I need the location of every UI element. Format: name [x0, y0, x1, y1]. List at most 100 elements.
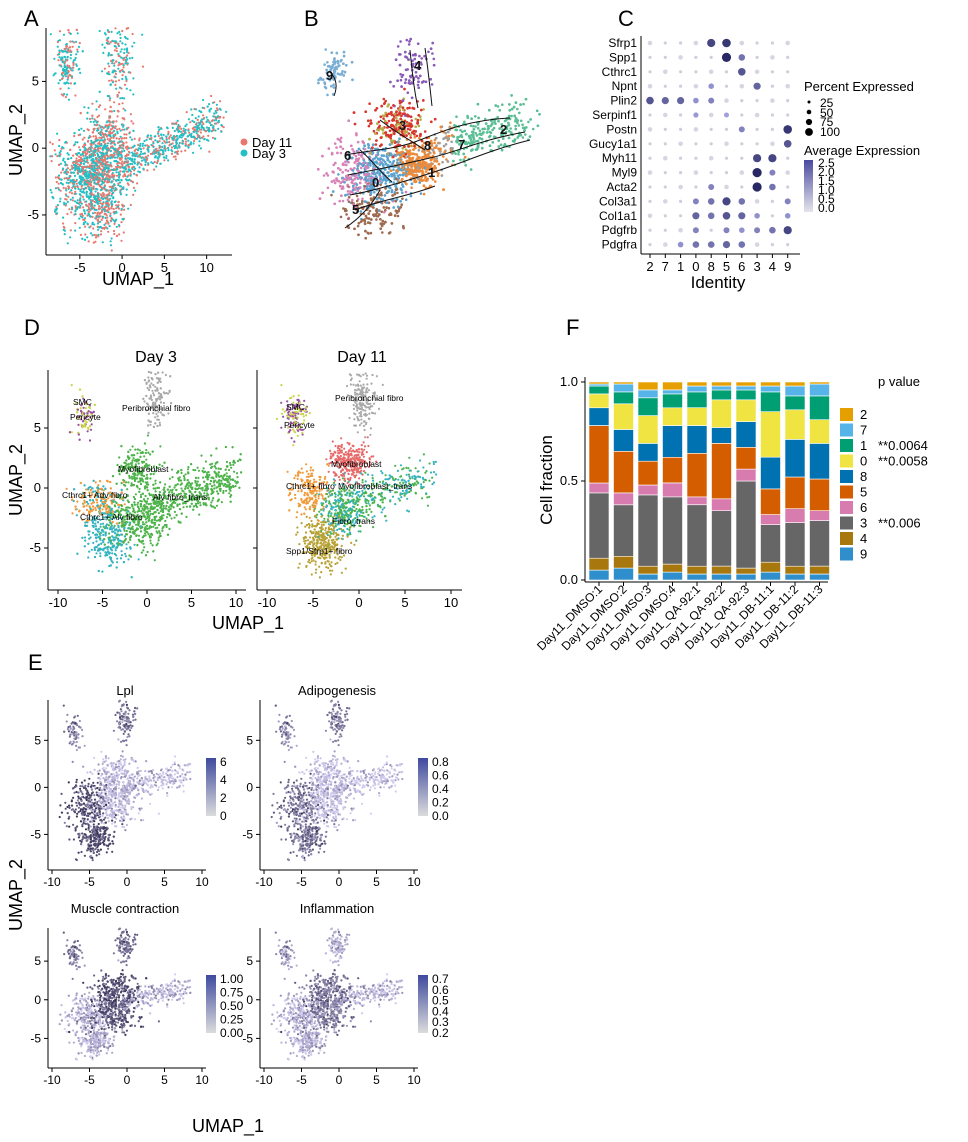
umap-point — [129, 162, 132, 166]
umap-point — [57, 177, 61, 180]
umap-point — [196, 118, 199, 121]
umap-point — [75, 40, 78, 43]
umap-point — [66, 167, 69, 170]
umap-point — [92, 241, 95, 244]
umap-point — [398, 63, 402, 67]
umap-point — [408, 168, 412, 172]
umap-point — [89, 120, 92, 123]
umap-point — [170, 152, 174, 155]
umap-point — [351, 148, 354, 151]
umap-point — [433, 117, 437, 121]
umap-point — [121, 74, 124, 77]
umap-point — [92, 158, 95, 161]
umap-point — [455, 115, 458, 118]
umap-point — [215, 116, 218, 119]
umap-point — [375, 214, 378, 218]
umap-point — [74, 192, 77, 195]
umap-point — [392, 181, 396, 184]
umap-point — [401, 197, 404, 200]
umap-point — [114, 150, 117, 153]
umap-point — [108, 139, 111, 142]
umap-point — [160, 127, 163, 130]
umap-point — [114, 72, 117, 76]
umap-point — [128, 157, 131, 160]
umap-point — [69, 198, 72, 201]
umap-point — [123, 83, 127, 86]
umap-point — [461, 130, 464, 134]
umap-point — [103, 139, 106, 142]
umap-point — [326, 93, 329, 97]
umap-point — [64, 96, 67, 99]
umap-point — [357, 233, 360, 237]
umap-point — [119, 36, 122, 40]
umap-point — [121, 147, 124, 150]
umap-point — [394, 154, 398, 157]
umap-point — [109, 157, 112, 160]
umap-point — [95, 163, 98, 166]
umap-point — [371, 146, 374, 149]
umap-point — [333, 67, 337, 70]
umap-point — [527, 120, 530, 124]
umap-point — [132, 77, 135, 80]
umap-point — [171, 122, 174, 125]
umap-point — [64, 56, 67, 59]
umap-point — [404, 190, 408, 194]
umap-point — [396, 79, 399, 82]
umap-point — [124, 75, 127, 78]
umap-point — [388, 160, 392, 164]
umap-point — [519, 119, 523, 123]
umap-point — [191, 113, 194, 117]
umap-point — [501, 103, 504, 106]
umap-point — [137, 147, 140, 150]
umap-point — [167, 159, 170, 162]
umap-point — [407, 145, 410, 148]
umap-point — [392, 159, 396, 163]
umap-point — [522, 102, 525, 106]
umap-point — [444, 143, 448, 146]
umap-point — [126, 161, 129, 164]
umap-point — [87, 206, 90, 210]
umap-point — [58, 39, 62, 42]
umap-point — [115, 120, 118, 123]
umap-point — [112, 191, 115, 194]
umap-point — [131, 56, 134, 60]
umap-point — [86, 236, 89, 239]
umap-point — [89, 135, 92, 138]
umap-point — [388, 143, 392, 146]
umap-point — [95, 201, 98, 204]
umap-point — [194, 117, 197, 120]
umap-point — [142, 167, 145, 170]
umap-point — [108, 110, 111, 113]
umap-point — [101, 215, 105, 218]
umap-point — [121, 102, 124, 105]
umap-point — [119, 33, 122, 36]
umap-point — [189, 143, 192, 146]
umap-point — [410, 165, 413, 168]
umap-point — [521, 136, 525, 139]
umap-point — [115, 50, 118, 53]
umap-point — [66, 242, 69, 245]
umap-point — [63, 203, 66, 206]
umap-point — [118, 127, 121, 130]
umap-point — [407, 58, 410, 61]
umap-point — [143, 139, 146, 143]
umap-point — [213, 101, 216, 104]
umap-point — [116, 115, 119, 118]
umap-point — [108, 99, 111, 102]
umap-point — [78, 146, 81, 149]
umap-point — [160, 133, 163, 136]
umap-point — [517, 124, 521, 127]
umap-point — [119, 185, 122, 188]
umap-point — [83, 159, 86, 162]
umap-point — [138, 137, 141, 140]
umap-point — [159, 162, 162, 165]
umap-point — [74, 190, 77, 193]
umap-point — [422, 184, 426, 187]
umap-point — [93, 181, 96, 185]
umap-point — [392, 206, 396, 209]
umap-point — [111, 81, 114, 84]
umap-point — [118, 176, 121, 179]
umap-point — [63, 61, 66, 64]
umap-point — [62, 186, 65, 189]
umap-point — [177, 123, 180, 127]
